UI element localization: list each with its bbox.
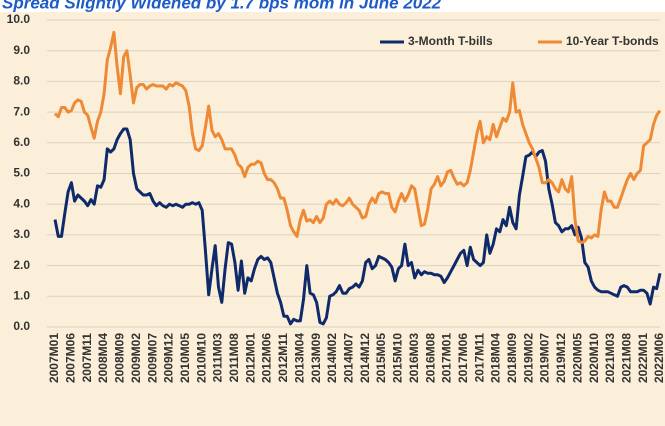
y-tick-label: 9.0 — [13, 43, 30, 57]
y-tick-label: 0.0 — [13, 319, 30, 333]
x-tick-label: 2021M08 — [619, 333, 633, 383]
x-tick-label: 2012M06 — [260, 333, 274, 383]
chart-title: Spread Slightly Widened by 1.7 bps mom i… — [2, 0, 442, 12]
x-tick-label: 2015M05 — [374, 333, 388, 383]
x-tick-label: 2009M12 — [162, 333, 176, 383]
legend-label: 10-Year T-bonds — [566, 34, 659, 48]
x-tick-label: 2020M05 — [570, 333, 584, 383]
y-tick-label: 7.0 — [13, 104, 30, 118]
x-tick-label: 2012M01 — [243, 333, 257, 383]
x-tick-label: 2014M02 — [325, 333, 339, 383]
x-tick-label: 2009M02 — [129, 333, 143, 383]
x-tick-label: 2018M04 — [489, 333, 503, 383]
x-tick-label: 2017M01 — [440, 333, 454, 383]
x-tick-label: 2019M07 — [538, 333, 552, 383]
x-tick-label: 2013M04 — [292, 333, 306, 383]
x-tick-label: 2016M08 — [423, 333, 437, 383]
line-series — [53, 127, 662, 326]
x-tick-label: 2007M06 — [64, 333, 78, 383]
y-tick-label: 8.0 — [13, 74, 30, 88]
y-tick-label: 10.0 — [7, 12, 31, 26]
x-tick-label: 2016M03 — [407, 333, 421, 383]
x-tick-label: 2010M10 — [194, 333, 208, 383]
y-tick-label: 2.0 — [13, 258, 30, 272]
y-tick-label: 6.0 — [13, 135, 30, 149]
y-tick-label: 5.0 — [13, 166, 30, 180]
x-tick-label: 2007M11 — [80, 333, 94, 383]
x-tick-label: 2017M06 — [456, 333, 470, 383]
x-tick-label: 2014M07 — [341, 333, 355, 383]
legend-label: 3-Month T-bills — [408, 34, 493, 48]
x-tick-label: 2009M07 — [145, 333, 159, 383]
x-tick-label: 2010M05 — [178, 333, 192, 383]
x-tick-label: 2008M09 — [113, 333, 127, 383]
x-tick-label: 2012M11 — [276, 333, 290, 383]
x-tick-label: 2019M12 — [554, 333, 568, 383]
x-tick-label: 2007M01 — [47, 333, 61, 383]
line-series — [53, 30, 662, 245]
x-tick-label: 2021M03 — [603, 333, 617, 383]
x-tick-label: 2015M10 — [391, 333, 405, 383]
y-tick-label: 3.0 — [13, 227, 30, 241]
x-tick-label: 2022M01 — [636, 333, 650, 383]
x-tick-label: 2019M02 — [521, 333, 535, 383]
x-tick-label: 2008M04 — [96, 333, 110, 383]
y-tick-label: 1.0 — [13, 288, 30, 302]
y-tick-label: 4.0 — [13, 196, 30, 210]
x-tick-label: 2011M03 — [211, 333, 225, 383]
x-tick-label: 2018M09 — [505, 333, 519, 383]
x-tick-label: 2014M12 — [358, 333, 372, 383]
x-tick-label: 2020M10 — [587, 333, 601, 383]
x-tick-label: 2013M09 — [309, 333, 323, 383]
x-tick-label: 2017M11 — [472, 333, 486, 383]
x-tick-label: 2022M06 — [652, 333, 665, 383]
x-tick-label: 2011M08 — [227, 333, 241, 383]
